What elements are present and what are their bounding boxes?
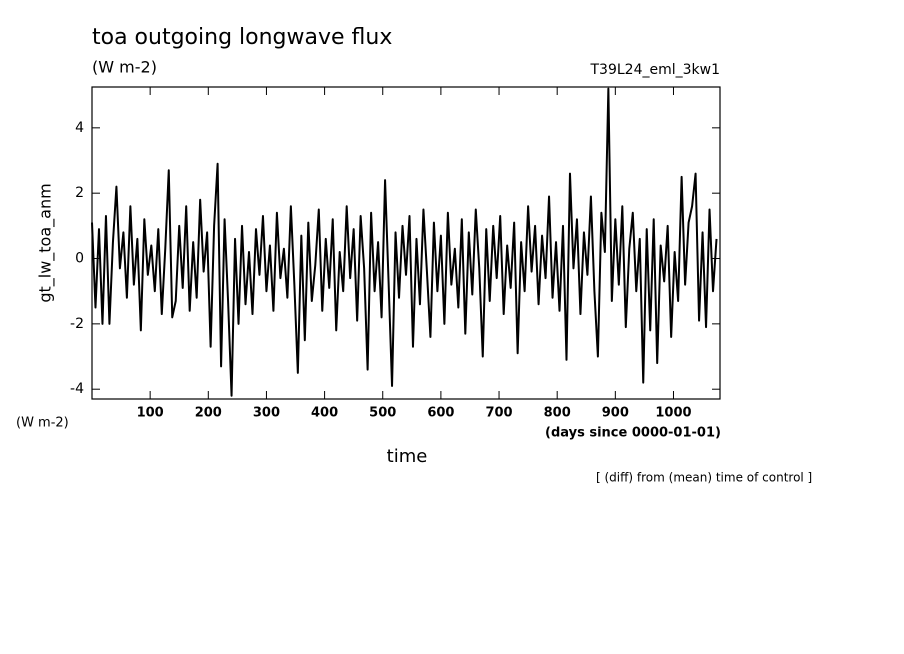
x-unit: (days since 0000-01-01) [545,426,721,441]
chart-title: toa outgoing longwave flux [92,25,392,50]
x-tick-label: 800 [544,406,571,421]
run-label: T39L24_eml_3kw1 [590,62,721,78]
y-tick-label: 2 [75,185,84,201]
x-tick-label: 700 [485,406,512,421]
y-tick-label: -2 [70,316,84,332]
y-unit: (W m-2) [16,416,69,431]
x-tick-label: 1000 [655,406,691,421]
x-tick-label: 500 [369,406,396,421]
plot-frame [91,86,721,400]
y-axis-label: gt_lw_toa_anm [36,183,56,302]
x-tick-label: 100 [137,406,164,421]
chart-subtitle: (W m-2) [92,58,157,77]
data-line [91,87,718,397]
x-tick-label: 900 [602,406,629,421]
y-tick-label: 0 [75,251,84,267]
y-tick-label: 4 [75,120,84,136]
note: [ (diff) from (mean) time of control ] [596,471,812,485]
x-tick-label: 200 [195,406,222,421]
x-axis-label: time [387,446,428,467]
x-tick-label: 400 [311,406,338,421]
x-tick-label: 600 [427,406,454,421]
y-tick-label: -4 [70,381,84,397]
x-tick-label: 300 [253,406,280,421]
